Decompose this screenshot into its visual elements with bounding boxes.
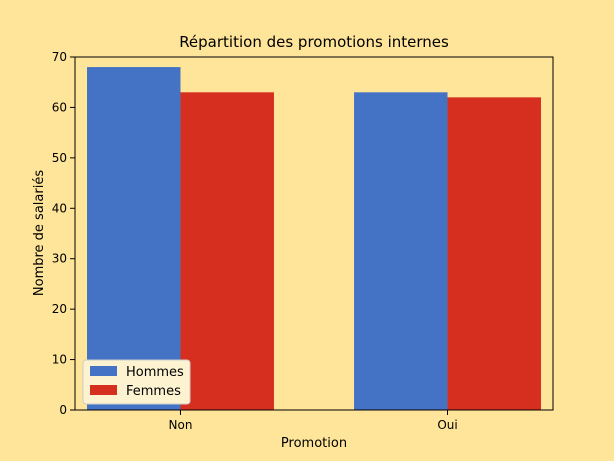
y-tick-label: 30 (52, 252, 67, 266)
legend-label-femmes: Femmes (126, 384, 181, 399)
y-tick-label: 0 (59, 403, 67, 417)
bar-femmes-oui (447, 97, 541, 410)
chart-title: Répartition des promotions internes (179, 33, 449, 51)
y-tick-label: 60 (52, 100, 67, 114)
bar-hommes-non (87, 67, 181, 410)
legend-swatch-femmes (90, 385, 117, 395)
y-axis-label: Nombre de salariés (32, 170, 47, 296)
bar-femmes-non (180, 92, 274, 411)
x-tick-label: Oui (437, 418, 457, 432)
y-tick-label: 50 (52, 151, 67, 165)
y-tick-label: 40 (52, 201, 67, 215)
x-axis-ticks: Non Oui (169, 410, 458, 432)
y-tick-label: 70 (52, 50, 67, 64)
legend-label-hommes: Hommes (126, 365, 184, 380)
plot-area-frame (74, 56, 554, 411)
x-axis-label: Promotion (281, 436, 347, 451)
bar-hommes-oui (354, 92, 448, 411)
legend-swatch-hommes (90, 366, 117, 376)
bars-group (87, 67, 541, 411)
legend: Hommes Femmes (82, 359, 191, 405)
x-tick-label: Non (169, 418, 193, 432)
y-tick-label: 10 (52, 353, 67, 367)
y-tick-label: 20 (52, 302, 67, 316)
y-axis-ticks: 0 10 20 30 40 50 60 70 (52, 50, 75, 417)
